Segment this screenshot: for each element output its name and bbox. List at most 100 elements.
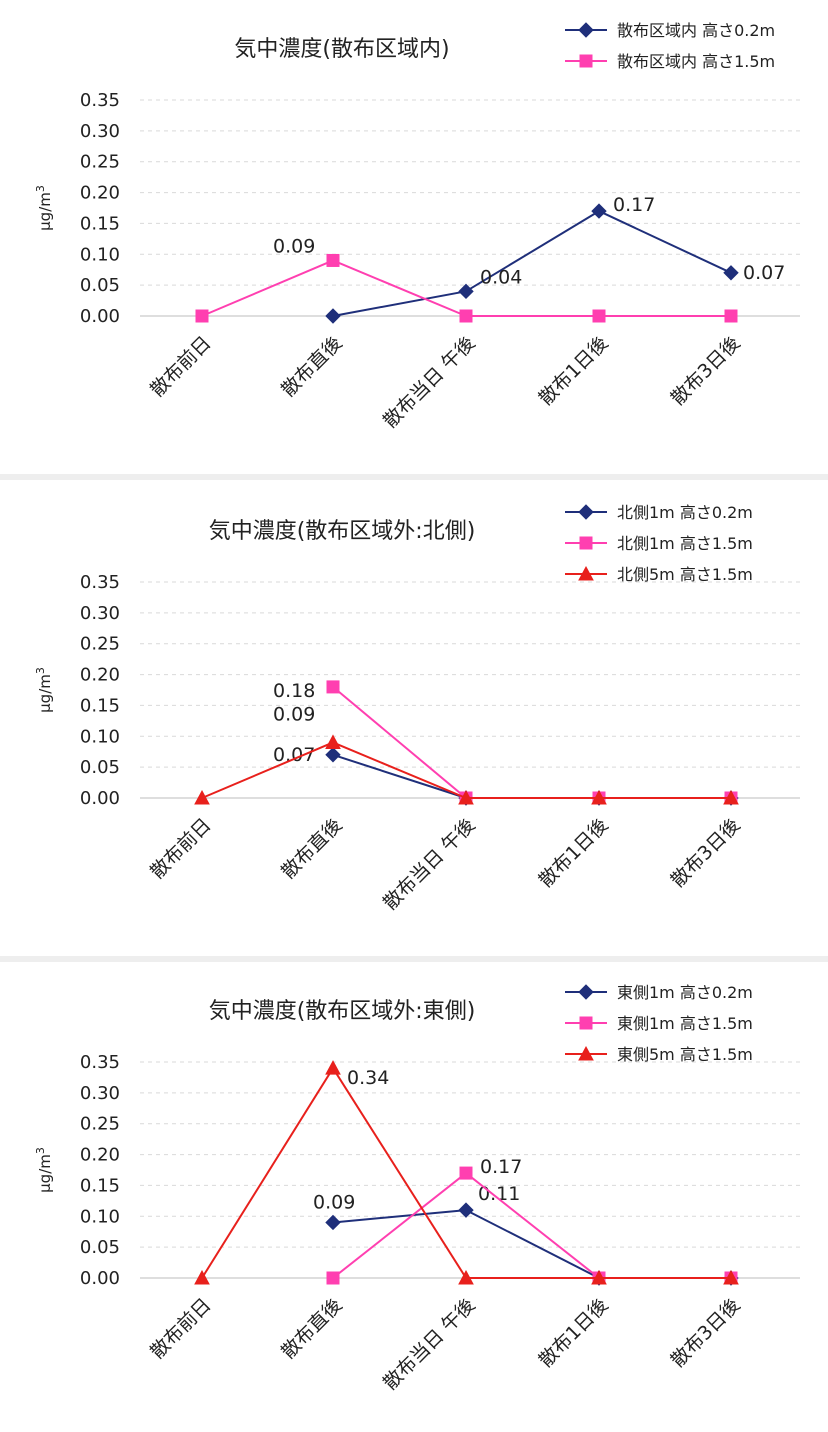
y-tick-label: 0.20 <box>80 183 120 204</box>
data-point <box>326 680 340 694</box>
y-tick-label: 0.20 <box>80 665 120 686</box>
y-tick-label: 0.35 <box>80 1052 120 1073</box>
data-point <box>459 1166 473 1180</box>
data-label: 0.17 <box>613 194 655 216</box>
series-line-segment <box>465 210 600 293</box>
chart-svg-3: 気中濃度(散布区域外:東側) 0.00 0.05 0.10 0.15 0.20 0.25 0.… <box>34 983 800 1394</box>
x-tick-label: 散布1日後 <box>535 814 613 892</box>
data-point <box>459 309 473 323</box>
series-line-segment <box>332 1172 467 1279</box>
series-1 <box>325 203 739 324</box>
legend-marker <box>578 984 594 1000</box>
series-2 <box>326 1166 738 1285</box>
x-tick-label: 散布当日 午後 <box>379 814 479 914</box>
series-3 <box>194 1060 739 1285</box>
y-axis-label: μg/m3 <box>34 1147 55 1193</box>
chart-title: 気中濃度(散布区域外:東側) <box>209 999 476 1024</box>
data-label: 0.17 <box>480 1156 522 1178</box>
series-line-segment <box>465 1172 600 1279</box>
x-tick-label: 散布3日後 <box>667 332 745 410</box>
y-tick-label: 0.05 <box>80 757 120 778</box>
y-tick-label: 0.30 <box>80 603 120 624</box>
y-tick-label: 0.10 <box>80 726 120 747</box>
data-point <box>723 789 739 805</box>
chart-svg-2: 気中濃度(散布区域外:北側) 0.00 0.05 0.10 0.15 0.20 0.25 0.… <box>34 503 800 914</box>
legend-marker <box>578 22 594 38</box>
series-2 <box>326 680 738 805</box>
y-tick-label: 0.25 <box>80 152 120 173</box>
legend-label: 北側1m 高さ0.2m <box>617 503 753 522</box>
legend-marker <box>579 536 593 550</box>
series-line-segment <box>332 686 467 799</box>
data-label: 0.09 <box>273 703 315 725</box>
x-tick-label: 散布当日 午後 <box>379 1294 479 1394</box>
data-point <box>326 253 340 267</box>
y-tick-label: 0.35 <box>80 90 120 111</box>
chart-panel-1: 気中濃度(散布区域内) 0.00 0.05 0.10 0.15 0.20 0.25 0.30 0… <box>0 0 828 470</box>
series-line-segment <box>332 259 467 317</box>
x-tick-label: 散布前日 <box>146 1294 215 1363</box>
chart-title: 気中濃度(散布区域外:北側) <box>209 519 476 544</box>
chart-title: 気中濃度(散布区域内) <box>234 37 449 62</box>
y-tick-label: 0.20 <box>80 1145 120 1166</box>
y-tick-label: 0.15 <box>80 695 120 716</box>
data-point <box>591 1269 607 1285</box>
series-2 <box>195 253 738 323</box>
data-point <box>325 1060 341 1075</box>
data-point <box>325 1214 341 1231</box>
legend-marker <box>578 1045 594 1061</box>
y-tick-label: 0.00 <box>80 1268 120 1289</box>
series-line-segment <box>332 1209 467 1224</box>
data-point <box>592 309 606 323</box>
panel-divider <box>0 474 828 480</box>
chart-svg-1: 気中濃度(散布区域内) 0.00 0.05 0.10 0.15 0.20 0.25 0.30 0… <box>34 21 800 432</box>
data-point <box>591 203 607 219</box>
data-label: 0.09 <box>313 1191 355 1213</box>
data-label: 0.07 <box>743 262 785 284</box>
data-point <box>724 309 738 323</box>
x-tick-label: 散布1日後 <box>535 332 613 410</box>
x-tick-label: 散布直後 <box>277 332 346 401</box>
y-tick-label: 0.30 <box>80 121 120 142</box>
data-point <box>458 1202 474 1218</box>
y-axis-label-exponent: 3 <box>34 1147 47 1154</box>
data-point <box>458 283 474 300</box>
chart-panel-2: 気中濃度(散布区域外:北側) 0.00 0.05 0.10 0.15 0.20 0.25 0.… <box>0 482 828 952</box>
x-tick-label: 散布前日 <box>146 814 215 883</box>
x-tick-label: 散布1日後 <box>535 1294 613 1372</box>
y-axis-label-exponent: 3 <box>34 667 47 674</box>
data-point <box>195 309 209 323</box>
series-line-segment <box>201 1067 334 1279</box>
x-tick-label: 散布直後 <box>277 1294 346 1363</box>
y-tick-label: 0.15 <box>80 1175 120 1196</box>
y-axis-label-exponent: 3 <box>34 185 47 192</box>
panel-divider <box>0 956 828 962</box>
data-label: 0.09 <box>273 235 315 257</box>
y-tick-label: 0.00 <box>80 788 120 809</box>
legend-marker <box>578 565 594 581</box>
x-tick-label: 散布当日 午後 <box>379 332 479 432</box>
data-point <box>458 1269 474 1285</box>
data-label: 0.07 <box>273 744 315 766</box>
data-label: 0.18 <box>273 680 315 702</box>
legend-label: 北側5m 高さ1.5m <box>617 565 753 584</box>
legend-label: 東側5m 高さ1.5m <box>617 1045 753 1064</box>
y-tick-label: 0.30 <box>80 1083 120 1104</box>
legend-marker <box>578 504 594 520</box>
y-tick-label: 0.05 <box>80 1237 120 1258</box>
y-tick-label: 0.25 <box>80 634 120 655</box>
x-tick-label: 散布直後 <box>277 814 346 883</box>
series-line-segment <box>332 1067 467 1279</box>
y-tick-label: 0.10 <box>80 244 120 265</box>
data-point <box>325 308 341 324</box>
data-point <box>326 1271 340 1285</box>
series-line-segment <box>465 1209 600 1279</box>
series-line-segment <box>332 753 467 799</box>
legend-marker <box>579 1016 593 1030</box>
chart-panel-3: 気中濃度(散布区域外:東側) 0.00 0.05 0.10 0.15 0.20 0.25 0.… <box>0 962 828 1432</box>
legend-label: 東側1m 高さ0.2m <box>617 983 753 1002</box>
data-point <box>723 265 739 281</box>
data-point <box>723 1269 739 1285</box>
series-line-segment <box>332 741 467 799</box>
legend-label: 東側1m 高さ1.5m <box>617 1014 753 1033</box>
